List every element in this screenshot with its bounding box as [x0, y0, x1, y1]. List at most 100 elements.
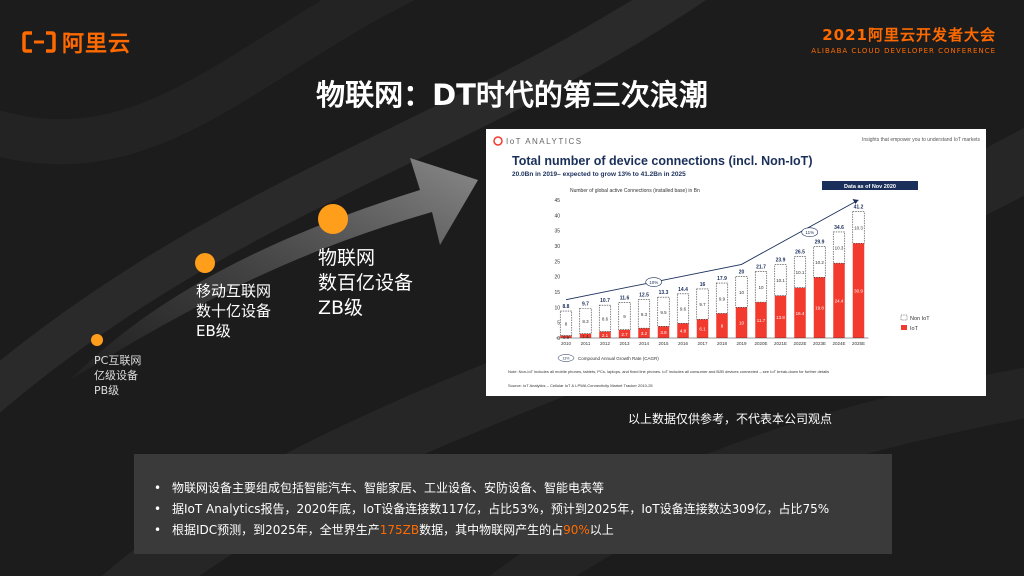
device-connections-chart: IoT ANALYTICS Insights that empower you t…: [493, 136, 980, 388]
non-iot-value-label: 10.2: [815, 260, 824, 265]
data-badge: [822, 181, 918, 190]
note-text: 根据IDC预测，到2025年，全世界生产: [172, 523, 380, 537]
bar-non-iot: [676, 293, 690, 324]
stage-label: 移动互联网: [196, 282, 272, 300]
x-tick-label: 2024E: [832, 341, 845, 346]
x-tick-label: 2015: [658, 341, 669, 346]
y-tick-label: 10: [554, 305, 560, 311]
x-tick-label: 2025E: [852, 341, 865, 346]
note-text: 据IoT Analytics报告，2020年底，IoT设备连接数117亿，占比5…: [172, 502, 830, 516]
y-tick-label: 20: [554, 275, 560, 281]
total-label: 41.2: [854, 205, 864, 211]
x-tick-label: 2010: [561, 341, 572, 346]
non-iot-value-label: 8.3: [582, 319, 589, 324]
note-highlight: 90%: [563, 523, 590, 537]
legend-swatch-non-iot: [900, 314, 908, 321]
stage-dot-2: [195, 253, 215, 273]
chart-title: Total number of device connections (incl…: [512, 154, 812, 168]
legend-swatch-iot: [901, 325, 907, 330]
chart-brand: IoT ANALYTICS: [506, 137, 583, 146]
total-label: 10.7: [600, 298, 610, 304]
stage-label: PC互联网: [94, 354, 142, 367]
cagr-label: 10%: [649, 280, 658, 285]
total-label: 20: [739, 270, 745, 276]
iot-value-label: 24.4: [835, 299, 844, 304]
y-tick-label: 5: [557, 321, 560, 327]
non-iot-value-label: 10: [739, 290, 745, 295]
stage-dot-1: [91, 334, 103, 346]
bar-iot: [618, 329, 631, 338]
iot-value-label: 2.7: [621, 332, 628, 337]
logo-text: 阿里云: [62, 32, 132, 57]
total-label: 17.9: [717, 276, 727, 282]
total-label: 8.8: [563, 304, 570, 310]
iot-analytics-icon: [493, 136, 503, 146]
stage-label: 亿级设备: [94, 369, 138, 382]
non-iot-value-label: 10.1: [796, 270, 805, 275]
non-iot-value-label: 9.9: [719, 296, 726, 301]
iot-value-label: 4.8: [680, 329, 687, 334]
total-label: 16: [700, 282, 706, 288]
iot-value-label: 3.8: [660, 330, 667, 335]
note-text: 物联网设备主要组成包括智能汽车、智能家居、工业设备、安防设备、智能电表等: [172, 481, 605, 495]
conference-branding: 2021阿里云开发者大会 ALIBABA CLOUD DEVELOPER CON…: [811, 24, 996, 55]
slide-title: 物联网：DT时代的第三次浪潮: [316, 78, 708, 112]
x-tick-label: 2011: [581, 341, 591, 346]
bar-non-iot: [618, 302, 631, 331]
note-text: 数据，其中物联网产生的占: [419, 523, 564, 537]
total-label: 21.7: [756, 264, 766, 270]
non-iot-value-label: 9: [623, 314, 626, 319]
total-label: 11.6: [620, 295, 630, 301]
bar-iot: [735, 307, 748, 338]
non-iot-value-label: 8.6: [602, 316, 609, 321]
stage-label: 数十亿设备: [196, 302, 272, 320]
bar-iot: [852, 243, 865, 338]
y-tick-label: 30: [554, 244, 560, 250]
notes-box: 物联网设备主要组成包括智能汽车、智能家居、工业设备、安防设备、智能电表等 据Io…: [134, 454, 892, 554]
x-tick-label: 2016: [678, 341, 689, 346]
total-label: 9.7: [582, 301, 589, 307]
legend-label-non-iot: Non IoT: [910, 316, 930, 322]
iot-value-label: 3.2: [641, 331, 648, 336]
trend-arrowhead: [852, 199, 859, 204]
total-label: 13.3: [659, 290, 669, 296]
y-tick-label: 15: [554, 290, 560, 296]
stage-label: 数百亿设备: [318, 272, 414, 294]
non-iot-value-label: 8: [565, 321, 568, 326]
bar-non-iot: [852, 211, 865, 244]
chart-note: Note: Non-IoT includes all mobile phones…: [508, 369, 829, 374]
non-iot-value-label: 10: [758, 285, 764, 290]
y-tick-label: 35: [554, 229, 560, 235]
x-tick-label: 2022E: [793, 341, 806, 346]
chart-panel: IoT ANALYTICS Insights that empower you t…: [486, 129, 986, 396]
bar-iot: [638, 328, 650, 338]
iot-value-label: 6.1: [699, 327, 706, 332]
cagr-legend-bubble-label: 13%: [562, 357, 569, 361]
total-label: 29.9: [815, 239, 825, 245]
bar-iot: [716, 313, 728, 338]
conference-subtitle: ALIBABA CLOUD DEVELOPER CONFERENCE: [811, 47, 996, 55]
total-label: 14.4: [678, 287, 688, 293]
total-label: 23.9: [776, 258, 786, 264]
chart-subtitle: 20.0Bn in 2019– expected to grow 13% to …: [512, 171, 686, 178]
x-tick-label: 2013: [619, 341, 630, 346]
bar-non-iot: [579, 307, 592, 335]
x-tick-label: 2023E: [813, 341, 826, 346]
note-item: 据IoT Analytics报告，2020年底，IoT设备连接数117亿，占比5…: [154, 499, 892, 520]
alibaba-cloud-logo: 阿里云: [22, 26, 131, 58]
cagr-bubble: [645, 277, 663, 287]
bar-iot: [560, 335, 572, 338]
iot-value-label: 30.9: [854, 289, 863, 294]
trend-line: [565, 199, 859, 301]
y-tick-label: 0: [557, 336, 560, 342]
chart-source: Source: IoT Analytics – Cellular IoT & L…: [508, 383, 653, 388]
cagr-label: 11%: [805, 230, 814, 235]
bar-non-iot: [559, 310, 573, 336]
x-tick-label: 2019: [736, 341, 747, 346]
stage-pc-internet: PC互联网 亿级设备 PB级: [94, 353, 141, 398]
bar-non-iot: [657, 296, 670, 327]
stage-dot-3: [318, 204, 348, 234]
bar-non-iot: [774, 264, 787, 296]
iot-value-label: 8: [721, 324, 724, 329]
